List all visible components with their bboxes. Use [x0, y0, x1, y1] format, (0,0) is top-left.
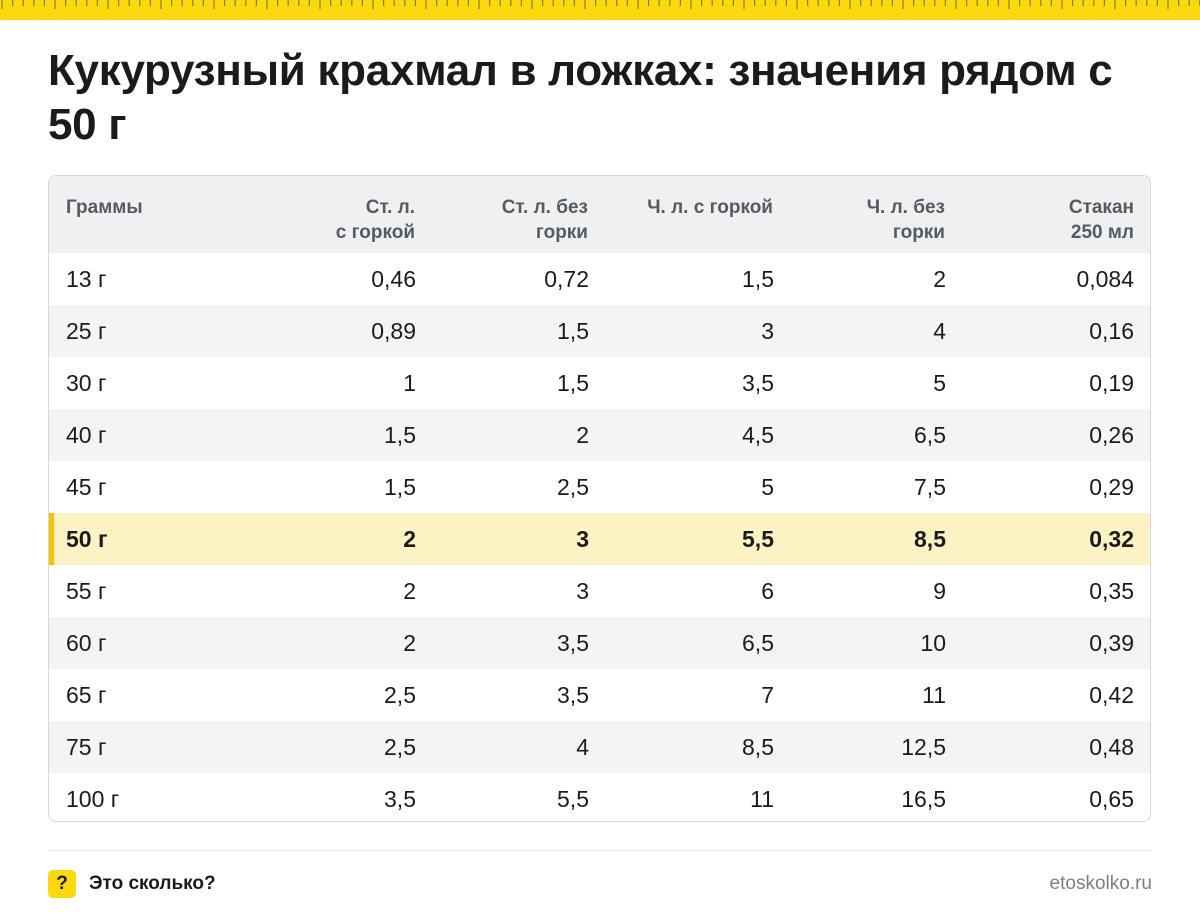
table-row: 25 г 0,89 1,5 3 4 0,16 [49, 305, 1150, 357]
cell-cup: 0,65 [1089, 785, 1134, 812]
table-row: 40 г 1,5 2 4,5 6,5 0,26 [49, 409, 1150, 461]
cell-tsp-heaped: 5 [761, 473, 774, 500]
cell-tsp-level: 8,5 [914, 525, 946, 552]
cell-cup: 0,39 [1089, 629, 1134, 656]
cell-tbsp-heaped: 2 [403, 525, 416, 552]
cell-tsp-heaped: 11 [750, 785, 774, 812]
table-row: 75 г 2,5 4 8,5 12,5 0,48 [49, 721, 1150, 773]
cell-tsp-level: 10 [920, 629, 946, 656]
cell-grams: 45 г [66, 473, 107, 500]
cell-tsp-level: 5 [933, 369, 946, 396]
cell-grams: 25 г [66, 317, 107, 344]
cell-tsp-heaped: 3 [761, 317, 774, 344]
conversion-table: Граммы Ст. л. с горкой Ст. л. без горки Ч.… [48, 175, 1151, 822]
cell-tsp-heaped: 8,5 [742, 733, 774, 760]
cell-grams: 65 г [66, 681, 107, 708]
cell-tbsp-heaped: 2,5 [384, 733, 416, 760]
question-icon: ? [48, 870, 76, 898]
ruler-strip [0, 0, 1200, 20]
cell-tbsp-level: 2,5 [557, 473, 589, 500]
cell-cup: 0,26 [1089, 421, 1134, 448]
site-link[interactable]: etoskolko.ru [1049, 873, 1152, 894]
table-row: 65 г 2,5 3,5 7 11 0,42 [49, 669, 1150, 721]
table-row: 100 г 3,5 5,5 11 16,5 0,65 [49, 773, 1150, 821]
header-row: Граммы Ст. л. с горкой Ст. л. без горки Ч.… [49, 176, 1150, 253]
cell-grams: 60 г [66, 629, 107, 656]
cell-tbsp-level: 3 [576, 577, 589, 604]
cell-tsp-heaped: 6 [761, 577, 774, 604]
cell-grams: 50 г [49, 513, 214, 565]
cell-grams: 100 г [66, 785, 120, 812]
cell-tbsp-heaped: 2,5 [384, 681, 416, 708]
cell-tbsp-level: 3 [576, 525, 589, 552]
table-row: 45 г 1,5 2,5 5 7,5 0,29 [49, 461, 1150, 513]
cell-tbsp-heaped: 1,5 [384, 473, 416, 500]
table-row: 55 г 2 3 6 9 0,35 [49, 565, 1150, 617]
cell-cup: 0,29 [1089, 473, 1134, 500]
cell-cup: 0,19 [1089, 369, 1134, 396]
cell-tsp-heaped: 4,5 [742, 421, 774, 448]
cell-tbsp-level: 1,5 [557, 317, 589, 344]
header-tbsp-level: Ст. л. без горки [501, 197, 588, 243]
brand-name: Это сколько? [89, 873, 216, 894]
header-tbsp-heaped: Ст. л. с горкой [335, 197, 415, 243]
table-body: 13 г 0,46 0,72 1,5 2 0,084 25 г 0,89 1,5 3 4 0,16 30… [49, 253, 1150, 821]
cell-tsp-level: 16,5 [901, 785, 946, 812]
cell-tbsp-level: 5,5 [557, 785, 589, 812]
header-tsp-level: Ч. л. без горки [866, 197, 945, 243]
ruler-ticks [1, 0, 1200, 9]
table-row-highlighted: 50 г 2 3 5,5 8,5 0,32 [49, 513, 1150, 565]
cell-grams: 40 г [66, 421, 107, 448]
cell-cup: 0,16 [1089, 317, 1134, 344]
table-header: Граммы Ст. л. с горкой Ст. л. без горки Ч.… [49, 176, 1150, 253]
table-row: 30 г 1 1,5 3,5 5 0,19 [49, 357, 1150, 409]
cell-tbsp-heaped: 2 [403, 577, 416, 604]
cell-tsp-level: 2 [933, 265, 946, 292]
cell-tsp-level: 9 [933, 577, 946, 604]
cell-tbsp-level: 0,72 [544, 265, 589, 292]
cell-tbsp-heaped: 1,5 [384, 421, 416, 448]
cell-tbsp-level: 2 [576, 421, 589, 448]
cell-tbsp-level: 1,5 [557, 369, 589, 396]
cell-grams: 55 г [66, 577, 107, 604]
cell-cup: 0,35 [1089, 577, 1134, 604]
cell-grams: 13 г [66, 265, 107, 292]
cell-tsp-heaped: 6,5 [742, 629, 774, 656]
cell-tsp-level: 4 [933, 317, 946, 344]
cell-tbsp-level: 3,5 [557, 629, 589, 656]
cell-tsp-level: 7,5 [914, 473, 946, 500]
cell-cup: 0,084 [1076, 265, 1134, 292]
table-row: 60 г 2 3,5 6,5 10 0,39 [49, 617, 1150, 669]
cell-tsp-heaped: 7 [761, 681, 774, 708]
table-row: 13 г 0,46 0,72 1,5 2 0,084 [49, 253, 1150, 305]
cell-grams: 30 г [66, 369, 107, 396]
footer-divider [48, 850, 1151, 851]
cell-tsp-level: 12,5 [901, 733, 946, 760]
cell-tbsp-level: 3,5 [557, 681, 589, 708]
cell-cup: 0,32 [1089, 525, 1134, 552]
header-grams: Граммы [66, 197, 143, 218]
header-tsp-heaped: Ч. л. с горкой [647, 197, 773, 218]
cell-tsp-heaped: 1,5 [742, 265, 774, 292]
cell-tbsp-heaped: 1 [403, 369, 416, 396]
cell-grams: 75 г [66, 733, 107, 760]
cell-tsp-level: 6,5 [914, 421, 946, 448]
cell-tsp-heaped: 5,5 [742, 525, 774, 552]
cell-cup: 0,48 [1089, 733, 1134, 760]
cell-tbsp-heaped: 0,46 [371, 265, 416, 292]
cell-tbsp-heaped: 0,89 [371, 317, 416, 344]
cell-tbsp-heaped: 2 [403, 629, 416, 656]
cell-cup: 0,42 [1089, 681, 1134, 708]
cell-tbsp-level: 4 [576, 733, 589, 760]
cell-tsp-heaped: 3,5 [742, 369, 774, 396]
cell-tsp-level: 11 [922, 681, 946, 708]
page-title: Кукурузный крахмал в ложках: значения ря… [48, 46, 1113, 149]
header-cup-250ml: Стакан 250 мл [1068, 197, 1134, 243]
cell-tbsp-heaped: 3,5 [384, 785, 416, 812]
